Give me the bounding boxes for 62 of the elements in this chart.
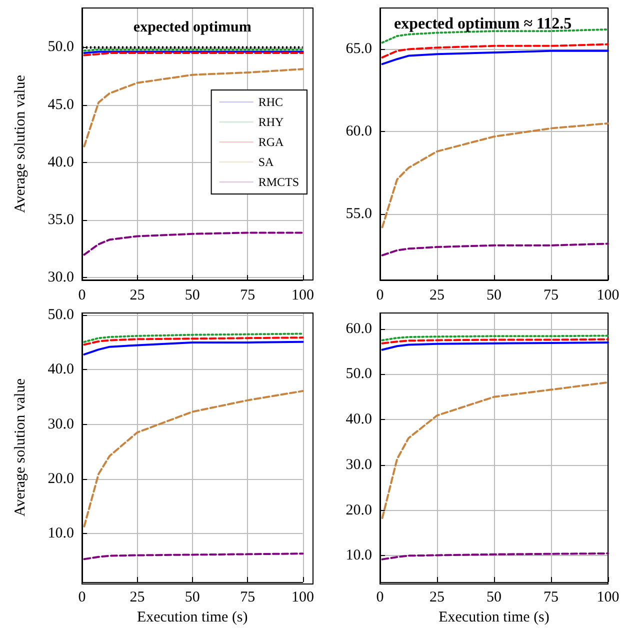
- x-tick-label: 25: [130, 288, 145, 304]
- x-tick-label: 25: [430, 590, 444, 606]
- y-tick-label: 50.0: [346, 366, 372, 382]
- y-tick-label: 45.0: [48, 96, 74, 113]
- x-tick-label: 75: [544, 590, 558, 606]
- y-tick-label: 60.0: [346, 320, 372, 337]
- x-tick-label: 25: [130, 590, 145, 606]
- line-series: [381, 242, 609, 256]
- x-tick-label: 0: [376, 288, 384, 304]
- x-tick-label: 50: [184, 288, 200, 304]
- line-series: [381, 43, 609, 58]
- y-tick-label: 10.0: [48, 525, 74, 542]
- x-tick-label: 0: [376, 590, 384, 606]
- legend-label: RHC: [258, 95, 284, 109]
- y-tick-label: 30.0: [48, 416, 74, 432]
- legend-label: RGA: [258, 135, 284, 149]
- y-tick-label: 20.0: [346, 502, 372, 518]
- line-series: [83, 232, 304, 256]
- line-series: [83, 336, 304, 346]
- x-tick-label: 75: [240, 590, 256, 606]
- line-series: [83, 332, 304, 343]
- legend-label: SA: [258, 155, 274, 169]
- x-tick-label: 100: [292, 288, 314, 304]
- x-tick-label: 0: [78, 590, 86, 606]
- x-tick-label: 25: [430, 288, 444, 304]
- x-tick-label: 50: [486, 590, 502, 606]
- x-tick-label: 75: [544, 288, 558, 304]
- y-tick-label: 40.0: [48, 362, 74, 378]
- annotation: expected optimum ≈ 112.5: [394, 16, 572, 32]
- x-axis-title: Execution time (s): [136, 610, 248, 626]
- y-tick-label: 50.0: [48, 39, 74, 56]
- x-tick-label: 100: [596, 288, 620, 304]
- x-tick-label: 50: [184, 590, 200, 606]
- ref-line-label: expected optimum: [133, 20, 252, 36]
- line-series: [83, 68, 304, 148]
- y-axis-title: Average solution value: [12, 378, 28, 517]
- line-series: [83, 340, 304, 356]
- legend-label: RHY: [258, 115, 284, 129]
- y-tick-label: 30.0: [48, 270, 74, 286]
- line-series: [381, 122, 609, 228]
- line-series: [83, 390, 304, 528]
- y-tick-label: 30.0: [346, 456, 372, 473]
- x-tick-label: 0: [78, 288, 86, 304]
- x-tick-label: 100: [596, 590, 620, 606]
- line-series: [381, 50, 609, 66]
- y-tick-label: 50.0: [48, 307, 74, 324]
- y-axis-title: Average solution value: [12, 74, 28, 214]
- y-tick-label: 60.0: [346, 124, 372, 140]
- y-tick-label: 40.0: [48, 154, 74, 170]
- y-tick-label: 20.0: [48, 470, 74, 487]
- y-tick-label: 40.0: [346, 412, 372, 428]
- x-axis-title: Execution time (s): [438, 610, 550, 626]
- line-series: [381, 341, 609, 351]
- y-tick-label: 55.0: [346, 206, 372, 222]
- x-tick-label: 100: [292, 590, 314, 606]
- x-tick-label: 75: [240, 288, 256, 304]
- y-tick-label: 35.0: [48, 212, 74, 228]
- y-tick-label: 65.0: [346, 41, 372, 58]
- legend-label: RMCTS: [258, 175, 300, 189]
- line-series: [381, 381, 609, 520]
- x-tick-label: 50: [486, 288, 502, 304]
- y-tick-label: 10.0: [346, 548, 372, 564]
